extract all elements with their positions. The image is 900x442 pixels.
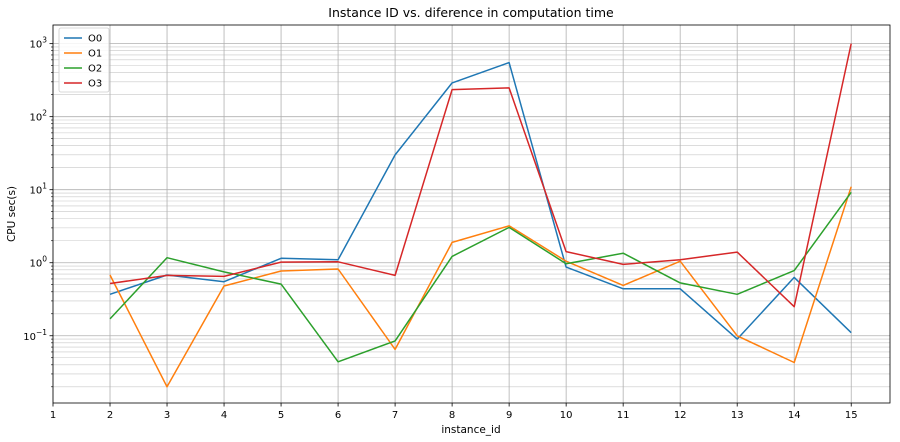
y-axis-label: CPU sec(s) bbox=[6, 186, 18, 242]
x-tick-label: 5 bbox=[278, 410, 284, 421]
y-tick-label: 103 bbox=[29, 36, 47, 51]
x-tick-label: 9 bbox=[506, 410, 512, 421]
x-tick-label: 8 bbox=[449, 410, 455, 421]
series-line-o0 bbox=[109, 61, 852, 340]
legend-label-o3: O3 bbox=[88, 79, 102, 90]
legend-label-o0: O0 bbox=[88, 34, 102, 45]
series-line-o3 bbox=[109, 43, 852, 308]
y-tick-label: 102 bbox=[29, 109, 47, 124]
chart-title: Instance ID vs. diference in computation… bbox=[328, 5, 614, 20]
legend-label-o2: O2 bbox=[88, 64, 102, 75]
x-tick-label: 14 bbox=[788, 410, 801, 421]
x-tick-label: 6 bbox=[335, 410, 341, 421]
y-axis-ticks: 10−1 100 101 102 103 bbox=[23, 36, 53, 388]
x-tick-label: 15 bbox=[845, 410, 858, 421]
y-tick-label: 10−1 bbox=[23, 328, 47, 343]
legend-box bbox=[58, 27, 110, 93]
x-tick-label: 7 bbox=[392, 410, 398, 421]
legend: O0 O1 O2 O3 bbox=[58, 27, 110, 93]
x-tick-label: 10 bbox=[560, 410, 573, 421]
x-tick-label: 3 bbox=[164, 410, 170, 421]
x-tick-label: 2 bbox=[107, 410, 113, 421]
y-tick-label: 101 bbox=[29, 182, 47, 197]
plot-frame bbox=[52, 24, 891, 404]
x-tick-label: 1 bbox=[50, 410, 56, 421]
x-axis-label: instance_id bbox=[441, 424, 500, 436]
series-lines bbox=[109, 43, 852, 388]
y-tick-label: 100 bbox=[29, 255, 47, 270]
x-tick-label: 11 bbox=[617, 410, 630, 421]
series-line-o1 bbox=[109, 186, 852, 388]
legend-label-o1: O1 bbox=[88, 49, 102, 60]
x-tick-label: 4 bbox=[221, 410, 227, 421]
x-axis-ticks: 1 2 3 4 5 6 7 8 9 10 11 12 13 14 15 bbox=[50, 403, 858, 421]
x-tick-label: 12 bbox=[674, 410, 687, 421]
x-tick-label: 13 bbox=[731, 410, 744, 421]
minor-gridlines bbox=[53, 46, 890, 388]
